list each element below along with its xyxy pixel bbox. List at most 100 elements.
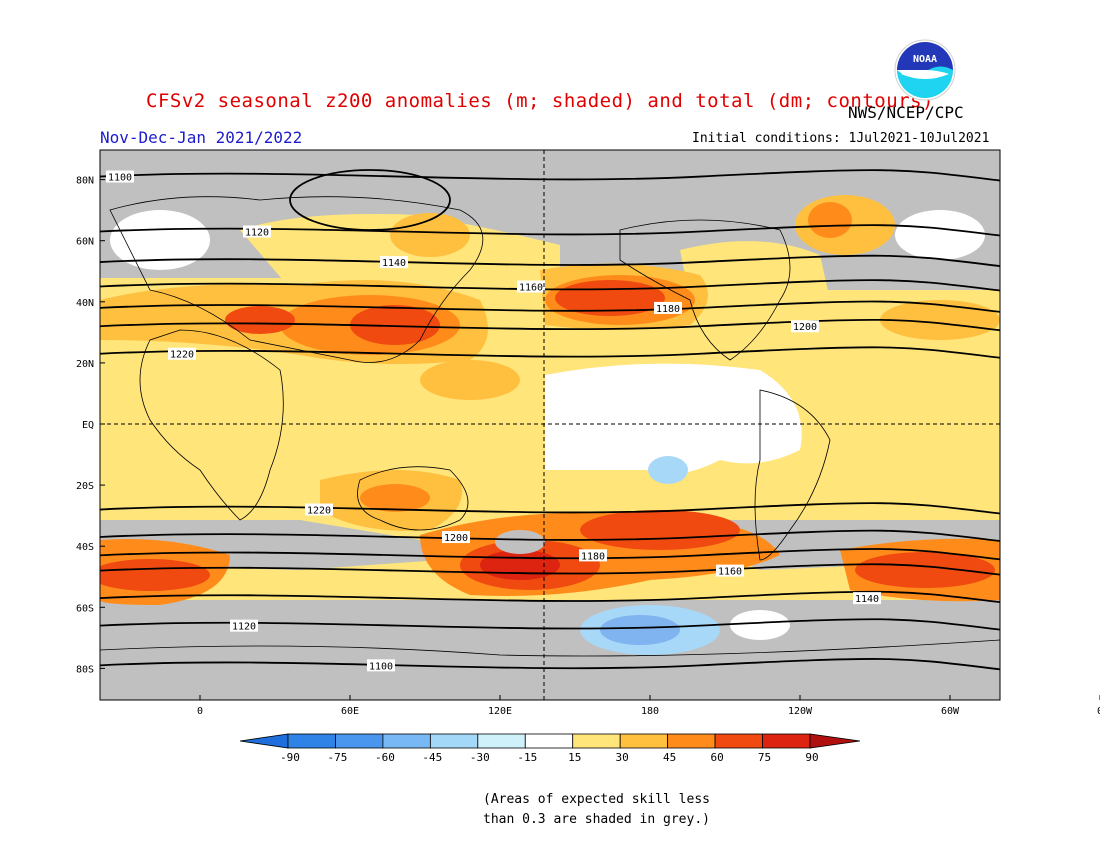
contour-label: 1160 (519, 283, 543, 294)
colorbar-label: 60 (710, 751, 723, 764)
colorbar-swatch (762, 733, 811, 749)
orange-north-atlantic (880, 300, 1000, 340)
coast-eurasia (109, 196, 484, 363)
lon-tick-label: 0 (197, 706, 203, 717)
colorbar-swatch (619, 733, 669, 749)
white-tropical-pacific (545, 363, 802, 474)
coast-north-america (619, 219, 791, 361)
contour-line (100, 618, 1000, 631)
contour-label: 1100 (108, 173, 132, 184)
contour-label-bg (230, 619, 258, 632)
blue-tropical-pacific (648, 456, 688, 484)
colorbar-swatch (524, 733, 574, 749)
contour-label-bg (243, 225, 271, 238)
map-border (99, 149, 1001, 701)
colorbar-label: -90 (280, 751, 300, 764)
darkorange-greenland (808, 202, 852, 238)
contour-line (100, 529, 1000, 542)
contour-label: 1140 (382, 258, 406, 269)
contour-label-bg (579, 549, 607, 562)
contour-label-bg (853, 592, 881, 605)
lon-tick-label: 120E (488, 706, 512, 717)
darkorange-australia (360, 484, 430, 512)
lon-tick-label: 60W (941, 706, 960, 717)
colorbar-label: 90 (805, 751, 818, 764)
colorbar-label: -60 (375, 751, 395, 764)
contour-label: 1220 (307, 506, 331, 517)
contour-label: 1140 (855, 594, 879, 605)
contour-line (100, 169, 1000, 182)
contour-line (100, 318, 1000, 332)
colorbar-swatch (429, 733, 479, 749)
initial-conditions: Initial conditions: 1Jul2021-10Jul2021 (692, 131, 990, 146)
grey-south (100, 600, 1000, 700)
contour-line (100, 300, 1000, 313)
contour-label-bg (654, 301, 682, 314)
height-contours: 1100 1120 1140 1160 1180 1200 1220 1220 1200 1180… (100, 169, 1000, 672)
contour-line (100, 658, 1000, 671)
colorbar-swatch (287, 733, 336, 749)
contour-label: 1180 (656, 304, 680, 315)
colorbar-label: -15 (517, 751, 537, 764)
contour-label-bg (305, 503, 333, 516)
red-south-pacific (580, 510, 740, 550)
contour-line (100, 590, 1000, 604)
white-antarctic (730, 610, 790, 640)
colorbar-high-arrow (809, 733, 861, 749)
colorbar-label: 75 (758, 751, 771, 764)
grey-tasman (495, 530, 545, 554)
contour-line (100, 502, 1000, 515)
lat-tick-label: 80N (76, 176, 94, 187)
contour-label: 1100 (369, 661, 393, 672)
coast-africa (139, 329, 284, 521)
contour-line (100, 254, 1000, 267)
colorbar-swatch (572, 733, 621, 749)
lat-tick-label: 40N (76, 298, 94, 309)
contour-label-bg (367, 659, 395, 672)
contour-label-bg (442, 531, 470, 544)
lat-tick-label: 20N (76, 359, 94, 370)
colorbar-low-arrow (239, 733, 289, 749)
coast-south-america (754, 389, 831, 561)
lat-tick-label: 60S (76, 603, 94, 614)
colorbar-label: 15 (568, 751, 581, 764)
lon-tick-label: 0 (1097, 706, 1100, 717)
contour-label: 1180 (581, 551, 605, 562)
white-scandinavia (110, 210, 210, 270)
contour-label-bg (716, 564, 744, 577)
contour-line (100, 563, 1000, 576)
contour-label-bg (106, 170, 134, 183)
red-south-africa (100, 559, 210, 591)
colorbar-swatch (477, 733, 526, 749)
skill-footnote-line2: than 0.3 are shaded in grey.) (483, 812, 710, 827)
lon-tick-label: 120W (788, 706, 813, 717)
colorbar-swatch (382, 733, 431, 749)
contour-label-bg (380, 256, 408, 269)
colorbar-label: -45 (422, 751, 442, 764)
midblue-antarctic (600, 615, 680, 645)
orange-philippines (420, 360, 520, 400)
red-middle-east (225, 306, 295, 334)
red-south-atlantic (855, 552, 995, 588)
white-arctic (895, 210, 985, 260)
contour-line (100, 279, 1000, 292)
darkred-new-zealand (480, 550, 560, 580)
noaa-logo-icon: NOAA (894, 39, 956, 101)
colorbar-label: -30 (470, 751, 490, 764)
contour-arctic-low (289, 169, 451, 231)
colorbar-swatch (335, 733, 384, 749)
contour-label: 1200 (793, 322, 817, 333)
colorbar-swatch (714, 733, 763, 749)
org-label: NWS/NCEP/CPC (848, 103, 964, 122)
contour-line (100, 346, 1000, 359)
contour-label: 1220 (170, 350, 194, 361)
orange-japan-north (390, 213, 470, 257)
colorbar-label: 30 (616, 751, 629, 764)
lon-tick-label: 60E (341, 706, 359, 717)
lat-tick-label: 20S (76, 481, 94, 492)
anomaly-shading (100, 150, 1000, 700)
coast-australia (357, 466, 469, 531)
logo-text: NOAA (913, 54, 937, 65)
colorbar: -90 -75 -60 -45 -30 -15 15 30 45 60 75 90 (239, 733, 861, 764)
contour-label: 1160 (718, 567, 742, 578)
